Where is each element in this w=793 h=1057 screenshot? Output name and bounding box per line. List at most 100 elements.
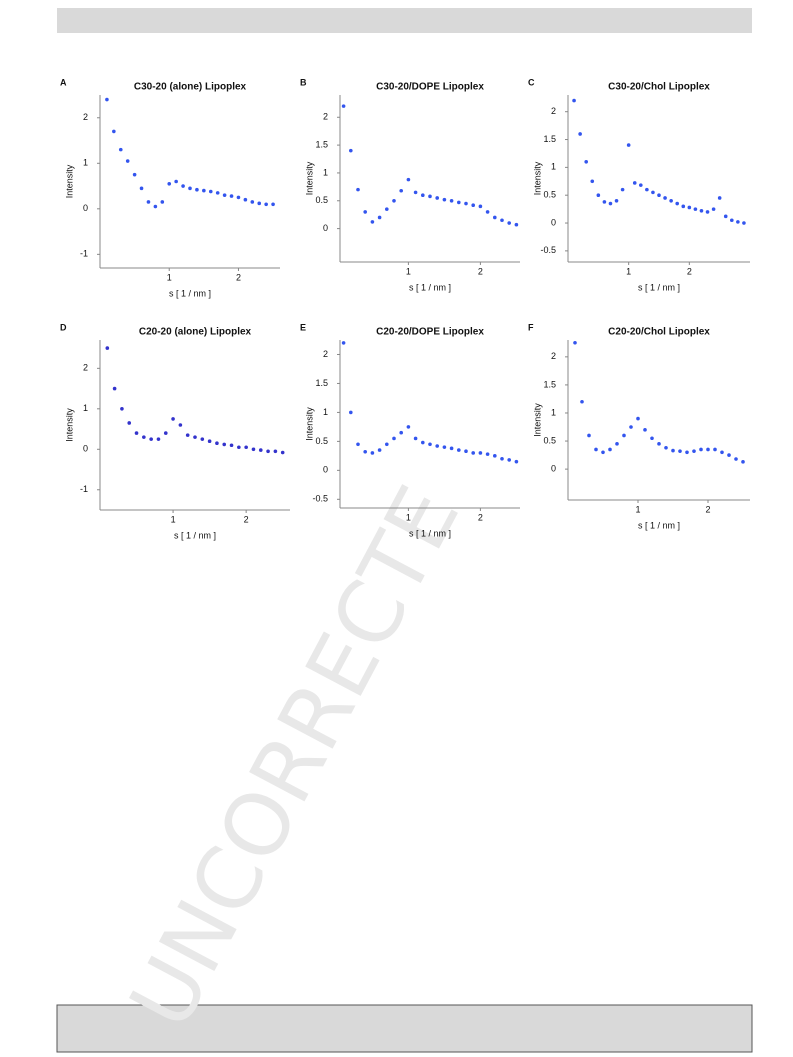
data-point	[507, 221, 512, 225]
data-point	[134, 431, 139, 435]
chart-title: C30-20 (alone) Lipoplex	[134, 82, 247, 93]
data-point	[594, 447, 598, 452]
data-point	[435, 444, 440, 448]
data-point	[608, 201, 613, 206]
data-point	[421, 193, 425, 197]
data-point	[442, 197, 447, 202]
data-point	[167, 181, 172, 186]
data-point	[112, 129, 116, 134]
data-point	[720, 450, 724, 455]
data-point	[215, 441, 219, 446]
data-point	[160, 200, 165, 204]
x-tick-label: 2	[244, 514, 249, 524]
data-point	[370, 220, 375, 224]
y-tick-label: -1	[80, 249, 88, 259]
data-point	[171, 417, 175, 421]
data-point	[699, 208, 704, 213]
data-point	[132, 172, 137, 177]
y-tick-label: 0.5	[543, 435, 556, 445]
data-point	[471, 203, 476, 208]
y-tick-label: 0.5	[315, 195, 328, 205]
data-point	[485, 452, 490, 456]
data-point	[626, 143, 631, 147]
data-point	[222, 442, 227, 447]
data-point	[650, 436, 654, 441]
data-point	[370, 451, 375, 455]
panel-letter: D	[60, 322, 67, 332]
data-point	[572, 98, 576, 103]
y-tick-label: 0	[551, 463, 556, 473]
data-point	[174, 179, 178, 184]
data-point	[657, 193, 661, 197]
data-point	[341, 104, 346, 108]
data-point	[449, 198, 454, 203]
y-tick-label: 1	[83, 403, 88, 413]
data-point	[193, 435, 197, 439]
data-point	[578, 132, 582, 136]
data-point	[643, 428, 647, 432]
x-tick-label: 1	[167, 272, 172, 282]
data-point	[622, 433, 626, 438]
data-point	[178, 423, 183, 427]
data-point	[602, 200, 607, 204]
data-point	[664, 445, 668, 450]
data-point	[208, 189, 213, 194]
y-tick-label: -1	[80, 484, 88, 494]
x-tick-label: 1	[171, 514, 176, 524]
panel-letter: E	[300, 322, 306, 332]
y-axis-label: Intensity	[532, 403, 542, 437]
data-point	[590, 179, 595, 184]
data-point	[236, 195, 241, 200]
data-point	[699, 447, 703, 452]
data-point	[614, 198, 619, 203]
data-point	[678, 449, 682, 453]
data-point	[636, 416, 640, 421]
data-point	[202, 188, 206, 193]
data-point	[587, 433, 591, 438]
y-tick-label: 1	[83, 158, 88, 168]
y-tick-label: 0	[83, 203, 88, 213]
data-point	[127, 421, 132, 425]
data-point	[385, 442, 389, 447]
data-point	[717, 196, 722, 200]
data-point	[464, 201, 468, 206]
data-point	[271, 202, 275, 207]
data-point	[243, 197, 248, 202]
x-tick-label: 1	[635, 504, 640, 514]
data-point	[363, 450, 368, 454]
data-point	[681, 204, 686, 209]
x-tick-label: 2	[236, 272, 241, 282]
data-point	[363, 210, 368, 214]
y-tick-label: 1	[323, 407, 328, 417]
data-point	[200, 437, 205, 441]
y-tick-label: 2	[83, 363, 88, 373]
data-point	[692, 449, 696, 453]
data-point	[280, 450, 285, 455]
data-point	[663, 196, 667, 200]
data-point	[377, 448, 382, 452]
data-point	[580, 399, 584, 404]
data-point	[385, 207, 389, 211]
data-point	[615, 442, 619, 446]
data-point	[669, 198, 673, 203]
panel-letter: B	[300, 77, 307, 87]
y-axis-label: Intensity	[304, 407, 314, 441]
panel-letter: F	[528, 322, 534, 332]
y-tick-label: 2	[323, 112, 328, 122]
data-point	[507, 458, 512, 462]
data-point	[442, 445, 447, 449]
x-tick-label: 1	[626, 266, 631, 276]
data-point	[406, 177, 411, 182]
panel-letter: C	[528, 77, 535, 87]
data-point	[713, 447, 717, 452]
data-point	[273, 449, 278, 454]
data-point	[377, 215, 382, 220]
data-point	[651, 190, 655, 195]
x-axis-label: s [ 1 / nm ]	[638, 520, 680, 530]
chart-title: C30-20/DOPE Lipoplex	[376, 82, 484, 93]
data-point	[258, 448, 263, 452]
data-point	[629, 425, 633, 429]
data-point	[657, 442, 661, 446]
data-point	[675, 201, 679, 206]
